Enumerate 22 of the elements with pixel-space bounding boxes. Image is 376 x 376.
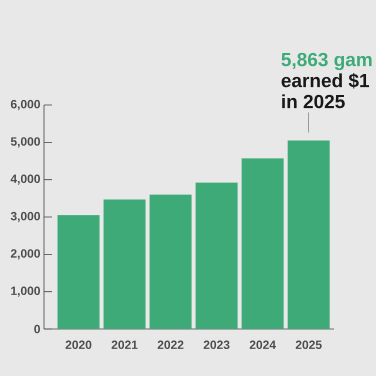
bar [150,194,192,329]
bar [196,182,238,329]
x-tick-label: 2025 [296,340,322,350]
x-tick-label: 2024 [250,340,276,350]
y-tick-label: 4,000 [10,174,40,185]
y-tick-label: 2,000 [10,249,40,260]
x-tick-label: 2023 [204,340,230,350]
annotation: in 2025 [282,94,345,108]
text: earned $1 [282,72,370,88]
y-tick-label: 1,000 [11,286,40,297]
y-tick-label: 3,000 [10,212,40,222]
x-tick-label: 2020 [66,340,92,350]
y-tick-label: 6,000 [10,100,40,110]
bar [58,215,100,329]
bar [242,158,284,329]
bar [288,140,330,329]
y-tick-label: 0 [34,324,40,334]
x-tick-label: 2022 [158,340,184,350]
bar [104,199,146,329]
y-tick-label: 5,000 [10,137,40,148]
x-tick-label: 2021 [112,340,138,350]
text: 5,863 gam [281,52,372,70]
